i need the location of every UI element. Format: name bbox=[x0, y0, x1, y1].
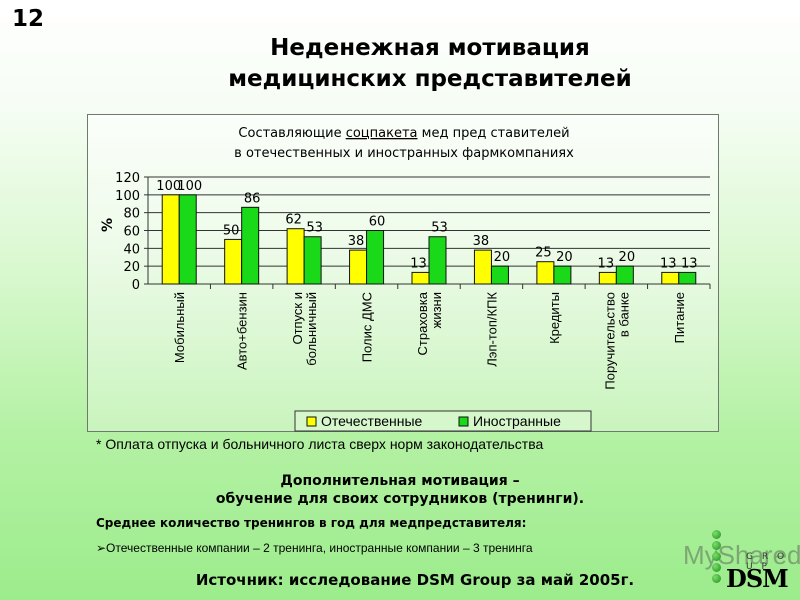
footnote: * Оплата отпуска и больничного листа све… bbox=[96, 436, 544, 452]
logo-dot-icon bbox=[712, 530, 721, 539]
bar bbox=[161, 194, 180, 285]
category-label: Поручительство bbox=[602, 292, 617, 390]
avg-trainings-item: ➢Отечественные компании – 2 тренинга, ин… bbox=[96, 541, 533, 555]
legend-swatch-icon bbox=[306, 416, 317, 427]
bar-value-label: 38 bbox=[473, 234, 490, 249]
chart-title-line1: Составляющие соцпакета мед пред ставител… bbox=[238, 126, 569, 141]
bar-value-label: 13 bbox=[598, 256, 615, 271]
bar-value-label: 38 bbox=[348, 234, 365, 249]
bar-value-label: 13 bbox=[681, 256, 698, 271]
category-label: в банке bbox=[616, 292, 631, 337]
bar bbox=[536, 261, 555, 285]
bar-value-label: 20 bbox=[556, 250, 573, 265]
bar bbox=[411, 271, 430, 285]
category-label: Лэп-топ/КПК bbox=[484, 292, 499, 367]
bar-value-label: 13 bbox=[660, 256, 677, 271]
bar-value-label: 86 bbox=[244, 191, 261, 206]
logo-dsm-text: DSM bbox=[726, 564, 789, 593]
chart-canvas: Составляющие соцпакета мед пред ставител… bbox=[100, 126, 711, 432]
avg-trainings-heading: Среднее количество тренингов в год для м… bbox=[96, 516, 527, 530]
bar-value-label: 53 bbox=[431, 221, 448, 236]
dsm-logo: G R O U P DSM bbox=[708, 528, 798, 594]
y-tick-label: 120 bbox=[115, 171, 140, 186]
category-label: Авто+бензин bbox=[235, 292, 250, 370]
y-tick-label: 20 bbox=[123, 260, 140, 275]
watermark: MyShared bbox=[683, 540, 800, 570]
logo-dot-icon bbox=[712, 563, 721, 572]
category-label: Мобильный bbox=[172, 292, 187, 363]
y-tick-label: 80 bbox=[123, 207, 140, 222]
bar bbox=[349, 249, 368, 285]
bar-value-label: 62 bbox=[285, 213, 302, 228]
bar-value-label: 20 bbox=[494, 250, 511, 265]
slide-number: 12 bbox=[12, 6, 45, 32]
bar-value-label: 50 bbox=[223, 223, 240, 238]
logo-dot-icon bbox=[712, 541, 721, 550]
category-label: больничный bbox=[304, 292, 319, 366]
y-tick-label: 40 bbox=[123, 242, 140, 257]
bar bbox=[553, 265, 572, 285]
bar bbox=[366, 230, 385, 285]
category-label: жизни bbox=[429, 292, 444, 328]
legend bbox=[294, 410, 592, 432]
category-label: Полис ДМС bbox=[360, 292, 375, 362]
bar bbox=[224, 238, 243, 285]
bar bbox=[178, 194, 197, 285]
extra-title-line1: Дополнительная мотивация – bbox=[280, 473, 520, 489]
legend-label: Иностранные bbox=[473, 413, 561, 429]
slide-title: Неденежная мотивация медицинских предста… bbox=[150, 33, 710, 95]
logo-dot-icon bbox=[712, 552, 721, 561]
bar bbox=[473, 249, 492, 285]
bar bbox=[678, 271, 697, 285]
bar bbox=[428, 236, 447, 285]
logo-dot-icon bbox=[712, 574, 721, 583]
source-note: Источник: исследование DSM Group за май … bbox=[195, 571, 635, 589]
extra-motivation-title: Дополнительная мотивация – обучение для … bbox=[150, 472, 650, 508]
bar bbox=[598, 271, 617, 285]
category-label: Питание bbox=[672, 292, 687, 343]
chart-title-line2: в отечественных и иностранных фармкомпан… bbox=[234, 146, 574, 161]
bar-value-label: 100 bbox=[156, 179, 181, 194]
bar-chart: Составляющие соцпакета мед пред ставител… bbox=[87, 114, 719, 432]
category-label: Страховка bbox=[415, 291, 430, 355]
bar bbox=[241, 206, 260, 285]
bar-value-label: 53 bbox=[306, 221, 323, 236]
slide-title-line1: Неденежная мотивация bbox=[270, 35, 590, 61]
y-tick-label: 0 bbox=[132, 278, 140, 293]
bar-value-label: 100 bbox=[177, 179, 202, 194]
y-axis-label: % bbox=[100, 218, 116, 232]
bar bbox=[286, 228, 305, 285]
legend-label: Отечественные bbox=[321, 413, 423, 429]
logo-group-text: G R O U P bbox=[746, 552, 788, 572]
bar-value-label: 20 bbox=[619, 250, 636, 265]
bar bbox=[303, 236, 322, 285]
legend-swatch-icon bbox=[458, 416, 469, 427]
category-label: Кредиты bbox=[547, 292, 562, 344]
bar-value-label: 60 bbox=[369, 215, 386, 230]
bar-value-label: 25 bbox=[535, 246, 552, 261]
y-tick-label: 100 bbox=[115, 189, 140, 204]
bar bbox=[490, 265, 509, 285]
category-label: Отпуск и bbox=[290, 292, 305, 345]
bar bbox=[615, 265, 634, 285]
bar-value-label: 13 bbox=[410, 256, 427, 271]
slide-title-line2: медицинских представителей bbox=[228, 66, 632, 92]
y-tick-label: 60 bbox=[123, 225, 140, 240]
bar bbox=[661, 271, 680, 285]
extra-title-line2: обучение для своих сотрудников (тренинги… bbox=[215, 491, 585, 507]
